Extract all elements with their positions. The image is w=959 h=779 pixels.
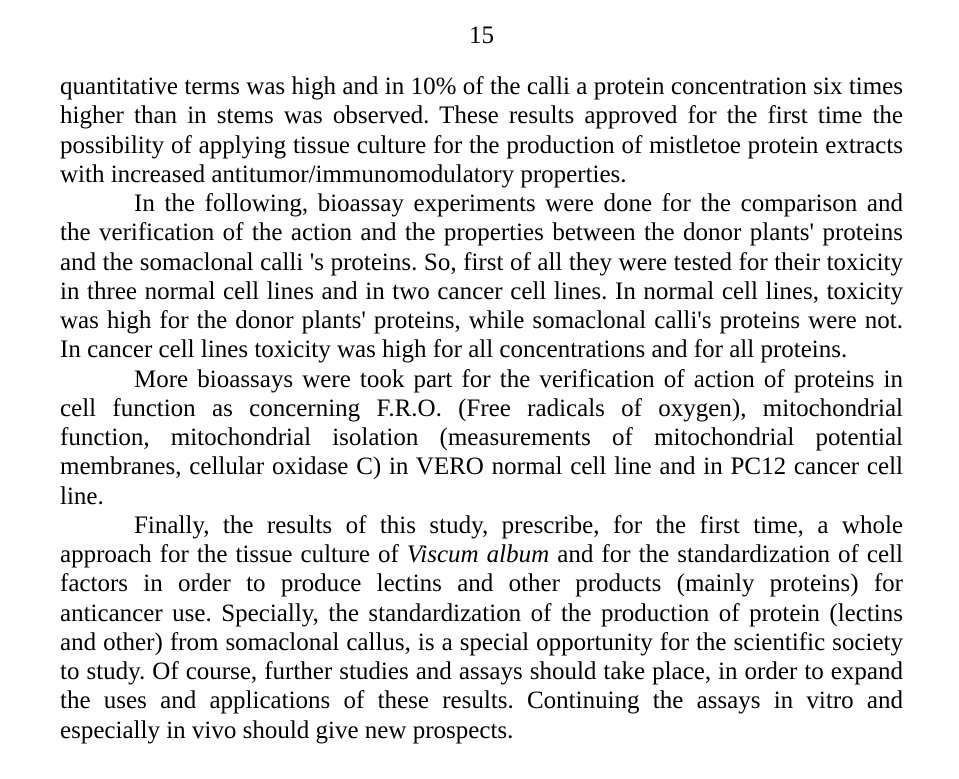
paragraph-2: In the following, bioassay experiments w… [60,189,903,365]
document-page: 15 quantitative terms was high and in 10… [0,0,959,779]
paragraph-4-part2: and for the standardization of cell fact… [60,541,903,744]
paragraph-3: More bioassays were took part for the ve… [60,365,903,511]
page-number: 15 [60,22,903,50]
paragraph-1: quantitative terms was high and in 10% o… [60,72,903,189]
paragraph-4: Finally, the results of this study, pres… [60,511,903,745]
species-name: Viscum album [407,541,549,568]
body-text: quantitative terms was high and in 10% o… [60,72,903,745]
